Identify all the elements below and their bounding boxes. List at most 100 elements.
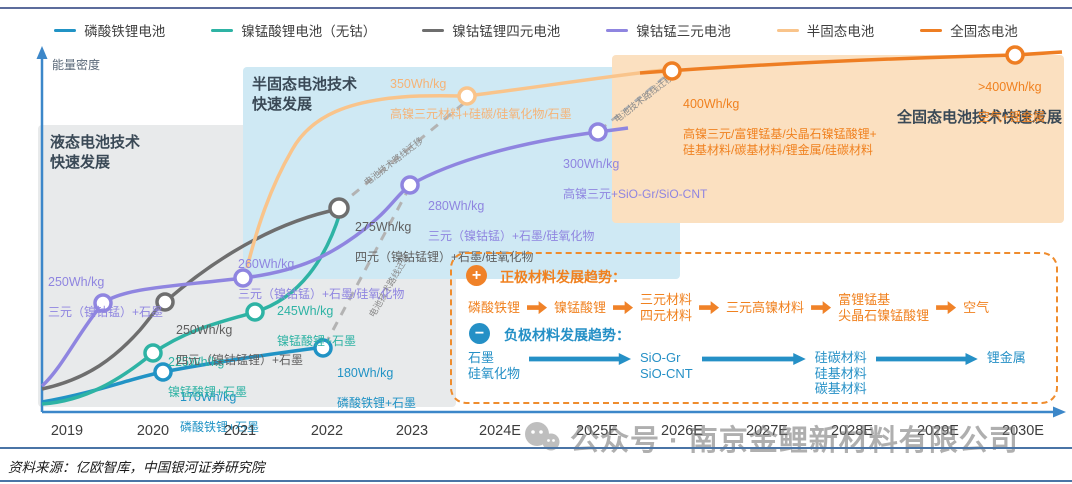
anode-item-3: 硅碳材料 硅基材料 碳基材料 [814,350,867,397]
legend-label-all-solid: 全固态电池 [950,24,1018,39]
legend-swatch-quaternary [422,28,445,32]
cathode-item-4: 三元高镍材料 [726,299,805,315]
marker-quad-250 [155,292,175,312]
page-bottom-rule [0,480,1072,482]
marker-tern-280 [400,175,420,195]
x-tick-2026e: 2026E [661,423,703,439]
marker-solid-400plus [1005,45,1025,65]
legend-swatch-ternary [606,28,629,32]
materials-trend-box: + 正极材料发展趋势： 磷酸铁锂 镍锰酸锂 三元材料 四元材料 三元高镍材料 富… [450,252,1058,404]
x-tick-2028e: 2028E [831,423,873,439]
arrow-right-icon [811,301,832,315]
legend-label-cobalt-free: 镍锰酸锂电池（无钴） [241,24,377,39]
x-tick-2022: 2022 [310,423,344,439]
legend-label-lfp: 磷酸铁锂电池 [84,24,166,39]
y-axis-label: 能量密度 [52,58,101,72]
legend-item-semi-solid: 半固态电池 [776,20,875,40]
x-tick-2030e: 2030E [1002,423,1044,439]
marker-cf-225 [143,343,163,363]
plus-icon: + [466,265,487,286]
point-label-solid-400plus: >400Wh/kg 空气+锂金属 [978,79,1046,125]
legend-item-lfp: 磷酸铁锂电池 [54,20,165,40]
x-tick-2020: 2020 [136,423,170,439]
arrow-right-icon [527,301,548,315]
anode-trend-title: 负极材料发展趋势： [504,327,630,343]
line-semi-solid [245,68,665,269]
anode-item-1: 石墨 硅氧化物 [468,350,521,381]
cathode-trend-title: 正极材料发展趋势： [500,269,626,285]
legend-item-cobalt-free: 镍锰酸锂电池（无钴） [211,20,376,40]
arrow-right-icon [875,353,978,365]
migration-connector-2 [323,189,410,346]
cathode-item-5: 富锂锰基 尖晶石镍锰酸锂 [838,292,930,323]
line-cobalt-free [41,212,342,406]
legend-label-ternary: 镍钴锰三元电池 [636,24,731,39]
cathode-item-6: 空气 [963,299,990,315]
marker-lfp-170 [153,362,173,382]
marker-cf-245 [245,302,265,322]
cathode-item-3: 三元材料 四元材料 [640,292,693,323]
region-title-semi-solid: 半固态电池技术 快速发展 [252,76,358,114]
region-title-liquid: 液态电池技术 快速发展 [50,134,141,172]
point-label-tern-300: 300Wh/kg 高镍三元+SiO-Gr/SiO-CNT [563,156,708,202]
cathode-trend-row: 磷酸铁锂 镍锰酸锂 三元材料 四元材料 三元高镍材料 富锂锰基 尖晶石镍锰酸锂 … [468,292,989,323]
cathode-item-2: 镍锰酸锂 [554,299,607,315]
point-label-cf-225: 225Wh/kg 镍锰酸锂+石墨 [168,354,248,400]
bottom-divider [0,447,1072,449]
legend-item-ternary: 镍钴锰三元电池 [606,20,731,40]
marker-solid-400 [662,61,682,81]
x-tick-2027e: 2027E [746,423,788,439]
region-all-solid [612,55,1064,223]
arrow-right-icon [529,353,632,365]
legend-label-quaternary: 镍钴锰锂四元电池 [452,24,561,39]
point-label-tern-260: 260Wh/kg 三元（镍钴锰）+石墨/硅氧化物 [238,256,405,302]
point-label-tern-280: 280Wh/kg 三元（镍钴锰）+石墨/硅氧化物 [428,198,595,244]
arrow-right-icon [701,353,806,365]
line-all-solid [639,50,1063,75]
arrow-right-icon [613,301,634,315]
legend-swatch-cobalt-free [211,28,234,32]
marker-quad-275 [328,197,350,219]
legend-label-semi-solid: 半固态电池 [806,24,875,39]
point-label-semi-350: 350Wh/kg 高镍三元材料+硅碳/硅氧化物/石墨 [390,76,572,122]
marker-tern-300 [588,122,608,142]
marker-tern-260 [233,268,253,288]
x-tick-2025e: 2025E [576,423,618,439]
point-label-lfp-170: 170Wh/kg 磷酸铁锂+石墨 [180,389,260,435]
point-label-quad-275: 275Wh/kg 四元（镍钴锰锂）+石墨/硅氧化物 [355,219,534,265]
legend-swatch-lfp [54,28,77,32]
legend-swatch-all-solid [920,28,943,32]
top-divider [0,7,1072,9]
x-tick-2029e: 2029E [917,423,959,439]
point-label-tern-250: 250Wh/kg 三元（镍钴锰）+石墨 [48,274,164,320]
anode-item-4: 锂金属 [986,350,1026,365]
anode-trend-row: 石墨 硅氧化物 SiO-Gr SiO-CNT 硅碳材料 硅基材料 碳基材料 锂金… [468,350,1026,397]
x-tick-2023: 2023 [395,423,429,439]
point-label-cf-245: 245Wh/kg 镍锰酸锂+石墨 [277,303,357,349]
x-tick-2019: 2019 [50,423,84,439]
y-axis-arrow-icon [36,46,48,59]
x-tick-2024e: 2024E [479,423,521,439]
legend-item-all-solid: 全固态电池 [920,20,1018,40]
anode-item-2: SiO-Gr SiO-CNT [640,350,693,381]
legend-swatch-semi-solid [776,28,799,32]
marker-semi-350 [457,86,477,106]
x-axis-arrow-icon [1053,406,1066,418]
region-title-all-solid: 全固态电池技术快速发展 [897,109,1063,126]
legend-item-quaternary: 镍钴锰锂四元电池 [422,20,560,40]
arrow-right-icon [936,301,957,315]
marker-tern-250 [93,293,113,313]
x-tick-2021: 2021 [223,423,257,439]
source-note: 资料来源：亿欧智库，中国银河证券研究院 [8,460,265,475]
arrow-right-icon [699,301,720,315]
legend: 磷酸铁锂电池 镍锰酸锂电池（无钴） 镍钴锰锂四元电池 镍钴锰三元电池 半固态电池… [0,20,1072,40]
point-label-quad-250: 250Wh/kg 四元（镍钴锰锂）+石墨 [176,322,304,368]
point-label-lfp-180: 180Wh/kg 磷酸铁锂+石墨 [337,365,417,411]
marker-lfp-180 [313,338,333,358]
point-label-solid-400: 400Wh/kg 高镍三元/富锂锰基/尖晶石镍锰酸锂+ 硅基材料/碳基材料/锂金… [683,96,877,158]
minus-icon: − [469,323,490,344]
cathode-item-1: 磷酸铁锂 [468,299,521,315]
region-semi-solid [243,67,680,279]
